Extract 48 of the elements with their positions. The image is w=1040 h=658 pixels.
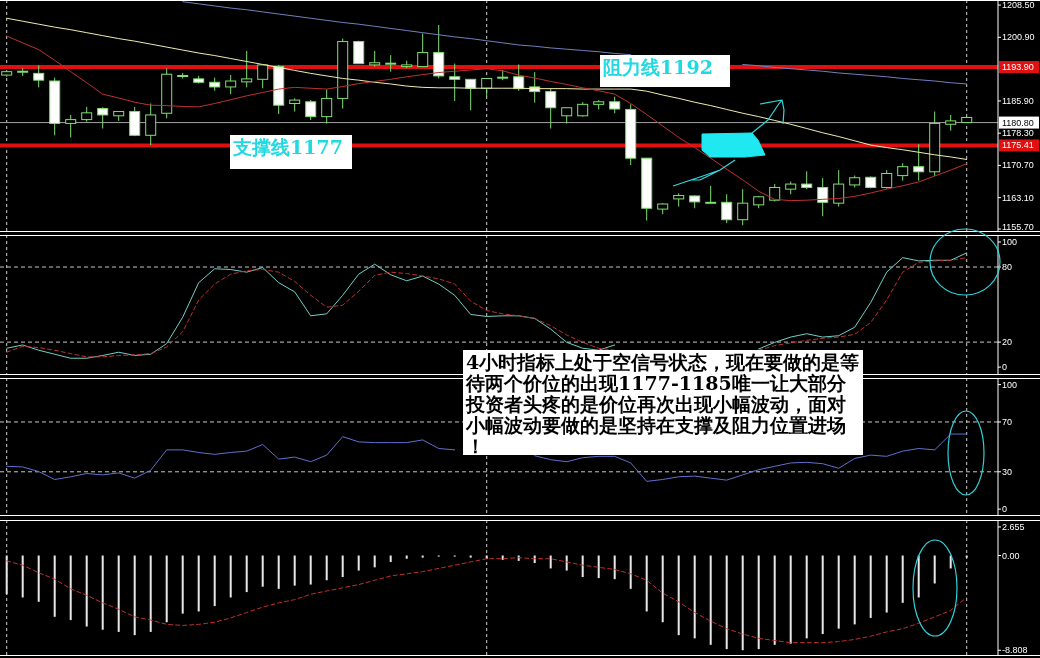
line-series — [6, 17, 968, 160]
candlestick — [241, 50, 253, 88]
candlestick — [321, 88, 333, 124]
candlestick — [97, 106, 109, 130]
candlestick — [737, 188, 749, 226]
y-tick-label: 1185.90 — [1002, 95, 1034, 106]
y-tick-label: 2.655 — [1002, 521, 1025, 532]
line-series — [6, 35, 968, 202]
y-tick-label: 1155.70 — [1002, 222, 1034, 232]
candlestick — [129, 106, 141, 137]
candlestick — [305, 99, 317, 121]
candlestick — [721, 193, 733, 224]
candlestick — [65, 114, 77, 138]
annotation: 支撑线1177 — [232, 136, 343, 158]
annotation: 4小时指标上处于空信号状态，现在要做的是等待两个价位的出现1177-1185唯一让大部分投资者头疼的是价位再次出现小幅波动，面对小幅波动要做的是坚持在支撑及阻力位置进场！ — [465, 351, 860, 457]
candlestick — [417, 33, 429, 68]
y-tick-label: 30 — [1002, 466, 1013, 477]
y-tick-label: 1200.90 — [1002, 32, 1035, 43]
ref-line-label: 1193.90 — [1002, 62, 1034, 73]
candlestick — [913, 143, 925, 182]
candlestick — [449, 63, 461, 102]
ref-line-label: 1180.80 — [1002, 117, 1034, 128]
y-tick-label: 1163.10 — [1002, 192, 1034, 203]
y-tick-label: 100 — [1002, 237, 1018, 248]
candlestick — [833, 169, 845, 208]
y-tick-label: 100 — [1002, 379, 1018, 390]
y-tick-label: 1170.70 — [1002, 160, 1034, 171]
candlestick — [433, 24, 445, 79]
annotation: 阻力线1192 — [603, 56, 713, 78]
candlestick — [481, 77, 493, 98]
ref-line-label: 1175.41 — [1002, 140, 1034, 151]
y-tick-label: 70 — [1002, 416, 1013, 427]
y-tick-label: 0 — [1002, 504, 1008, 515]
y-tick-label: 0.00 — [1002, 550, 1020, 561]
candlestick — [513, 63, 525, 92]
y-tick-label: -8.808 — [1002, 645, 1028, 656]
y-tick-label: 0 — [1002, 362, 1008, 373]
y-tick-label: 20 — [1002, 337, 1013, 348]
candlestick — [145, 102, 157, 146]
candlestick — [33, 64, 45, 88]
line-series — [6, 557, 968, 644]
candlestick — [545, 87, 557, 130]
candlestick — [225, 74, 237, 95]
y-tick-label: 80 — [1002, 262, 1013, 273]
y-tick-label: 1178.30 — [1002, 128, 1034, 139]
candlestick — [817, 177, 829, 217]
candlestick — [881, 169, 893, 190]
y-tick-label: 1208.50 — [1002, 0, 1035, 11]
